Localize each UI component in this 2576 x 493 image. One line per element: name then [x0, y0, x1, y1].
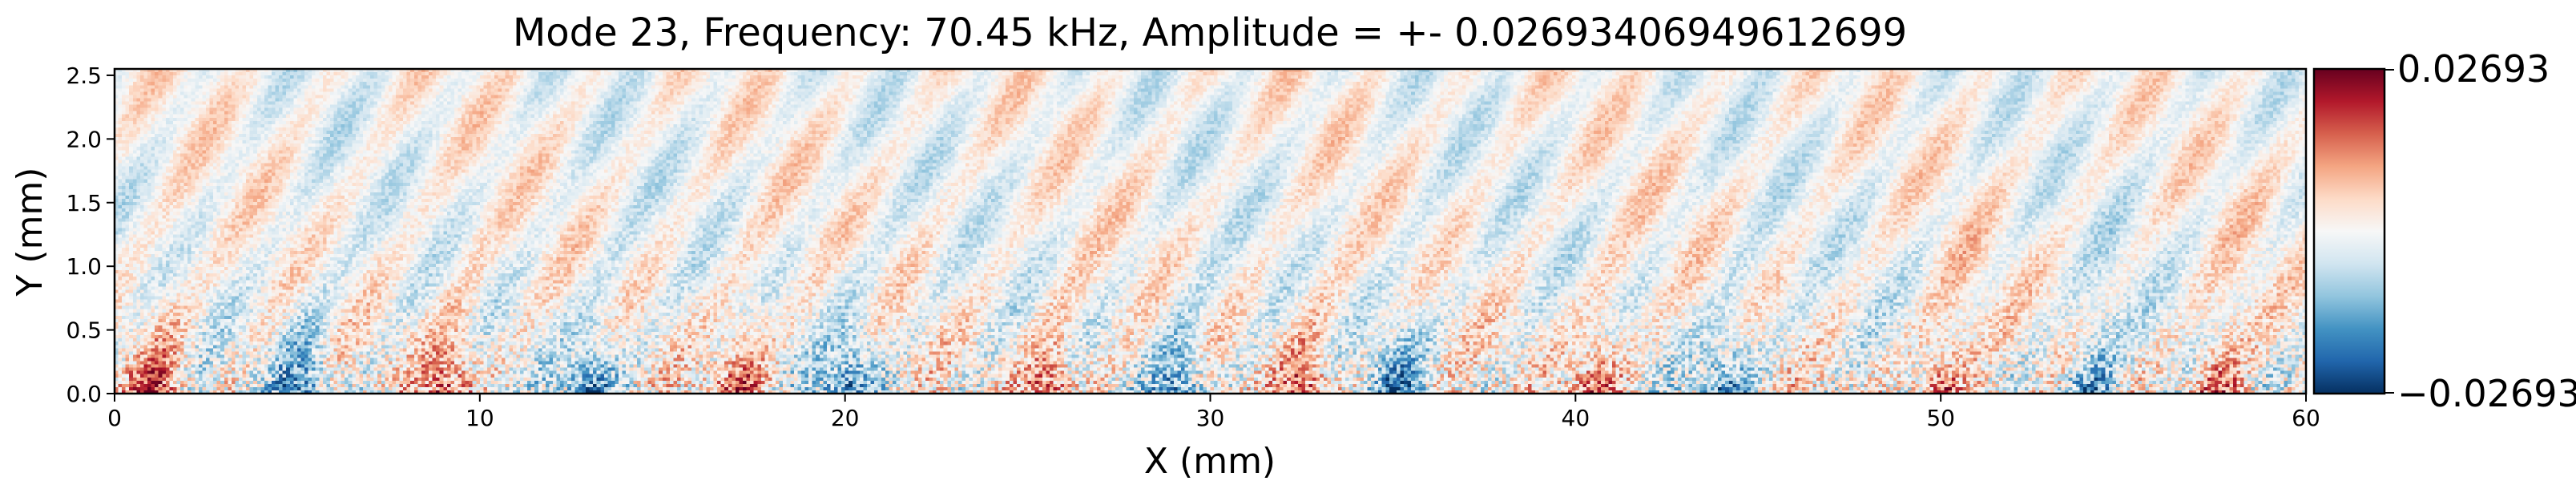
x-tick-label: 50: [1926, 405, 1955, 431]
x-axis-label: X (mm): [1144, 441, 1276, 482]
y-axis: 0.0 0.5 1.0 1.5 2.0 2.5: [66, 63, 115, 407]
x-tick-label: 10: [466, 405, 494, 431]
y-axis-label: Y (mm): [10, 168, 50, 297]
colorbar-min-label: −0.02693: [2397, 372, 2576, 415]
heatmap-field: [115, 69, 2306, 394]
y-tick-label: 2.0: [66, 126, 102, 152]
y-tick-label: 1.5: [66, 190, 102, 216]
x-tick-label: 20: [831, 405, 860, 431]
colorbar: 0.02693 −0.02693: [2312, 47, 2576, 415]
x-axis: 0 10 20 30 40 50 60: [107, 394, 2320, 431]
chart-title: Mode 23, Frequency: 70.45 kHz, Amplitude…: [513, 10, 1907, 55]
y-tick-label: 1.0: [66, 253, 102, 280]
y-tick-label: 0.0: [66, 381, 102, 407]
colorbar-gradient: [2312, 67, 2386, 395]
heatmap-plot-area: [113, 67, 2308, 395]
x-tick-label: 0: [107, 405, 122, 431]
x-tick-label: 60: [2292, 405, 2320, 431]
y-tick-label: 2.5: [66, 63, 102, 89]
x-tick-label: 30: [1196, 405, 1225, 431]
y-tick-label: 0.5: [66, 317, 102, 344]
colorbar-max-label: 0.02693: [2397, 47, 2550, 91]
x-tick-label: 40: [1562, 405, 1590, 431]
